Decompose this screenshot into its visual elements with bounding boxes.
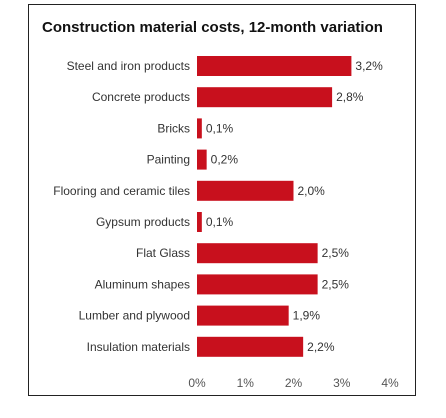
value-label: 2,8%	[336, 90, 364, 104]
x-tick-label: 4%	[381, 376, 399, 390]
value-label: 1,9%	[293, 309, 321, 323]
category-label: Gypsum products	[96, 215, 190, 229]
category-label: Painting	[147, 153, 190, 167]
bar	[197, 149, 207, 170]
category-label: Lumber and plywood	[79, 309, 190, 323]
bar	[197, 336, 304, 357]
bar	[197, 118, 202, 139]
chart-title: Construction material costs, 12-month va…	[42, 19, 383, 36]
value-label: 0,2%	[211, 153, 239, 167]
category-label: Bricks	[157, 121, 190, 135]
category-label: Concrete products	[92, 90, 190, 104]
value-label: 0,1%	[206, 121, 234, 135]
bar	[197, 243, 318, 264]
x-tick-label: 1%	[237, 376, 255, 390]
value-label: 2,2%	[307, 340, 335, 354]
bar	[197, 87, 333, 108]
value-label: 3,2%	[355, 59, 383, 73]
bar	[197, 180, 294, 201]
category-label: Insulation materials	[87, 340, 190, 354]
bar	[197, 274, 318, 295]
value-label: 0,1%	[206, 215, 234, 229]
category-label: Aluminum shapes	[95, 277, 190, 291]
bar	[197, 56, 352, 76]
value-label: 2,5%	[322, 246, 350, 260]
category-label: Flooring and ceramic tiles	[53, 184, 190, 198]
value-label: 2,0%	[298, 184, 326, 198]
category-label: Flat Glass	[136, 246, 190, 260]
category-label: Steel and iron products	[67, 59, 190, 73]
x-tick-label: 0%	[188, 376, 206, 390]
x-tick-label: 3%	[333, 376, 351, 390]
bar	[197, 212, 202, 232]
x-tick-label: 2%	[285, 376, 303, 390]
value-label: 2,5%	[322, 277, 350, 291]
bar	[197, 305, 289, 326]
